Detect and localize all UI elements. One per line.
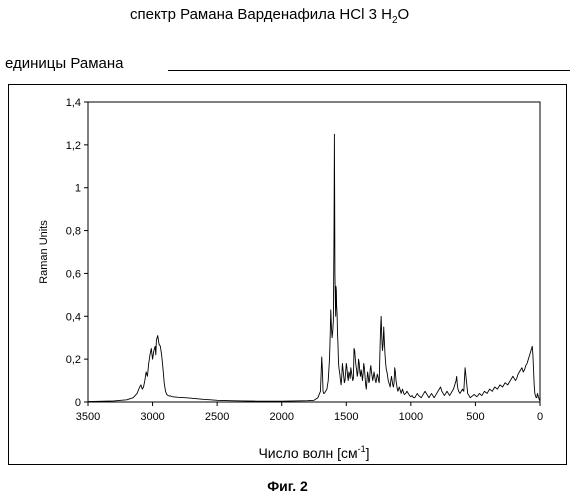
raman-chart: 0 0,2 0,4 0,6 0,8 1 1,2 1,4 3500 3000 2500 2000 150… [9, 85, 566, 464]
spectrum-title: спектр Рамана Варденафила HCl 3 H2O [130, 6, 409, 26]
x-axis-label-tail: ] [366, 445, 370, 461]
y-tick-label: 0,4 [66, 311, 81, 323]
y-axis-label: Raman Units [38, 220, 50, 284]
figure-caption: Фиг. 2 [0, 478, 575, 494]
y-axis-ticks: 0 0,2 0,4 0,6 0,8 1 1,2 1,4 [66, 97, 88, 409]
x-tick-label: 1000 [399, 411, 423, 423]
y-tick-label: 0,2 [66, 354, 81, 366]
units-label: единицы Рамана [5, 55, 123, 72]
y-tick-label: 0 [75, 397, 81, 409]
x-tick-label: 500 [466, 411, 484, 423]
spectrum-line [88, 134, 540, 401]
y-tick-label: 0,8 [66, 226, 81, 238]
x-tick-label: 2500 [205, 411, 229, 423]
y-tick-label: 1 [75, 183, 81, 195]
x-tick-label: 3000 [140, 411, 164, 423]
x-tick-label: 3500 [76, 411, 100, 423]
units-rule [168, 70, 570, 71]
x-axis-label-superscript: -1 [358, 444, 366, 454]
spectrum-title-tail: O [398, 6, 410, 23]
y-tick-label: 0,6 [66, 268, 81, 280]
y-tick-label: 1,4 [66, 97, 81, 109]
x-axis-label-text: Число волн [см [258, 445, 357, 461]
plot-area [88, 102, 540, 402]
spectrum-title-text: спектр Рамана Варденафила HCl 3 H [130, 6, 392, 23]
plot-border [88, 102, 540, 402]
x-tick-label: 0 [537, 411, 543, 423]
x-axis-ticks: 3500 3000 2500 2000 1500 1000 500 0 [76, 402, 543, 423]
chart-frame: 0 0,2 0,4 0,6 0,8 1 1,2 1,4 3500 3000 2500 2000 150… [8, 84, 567, 465]
x-axis-label: Число волн [см-1] [258, 444, 369, 461]
x-tick-label: 1500 [334, 411, 358, 423]
y-tick-label: 1,2 [66, 140, 81, 152]
x-tick-label: 2000 [269, 411, 293, 423]
